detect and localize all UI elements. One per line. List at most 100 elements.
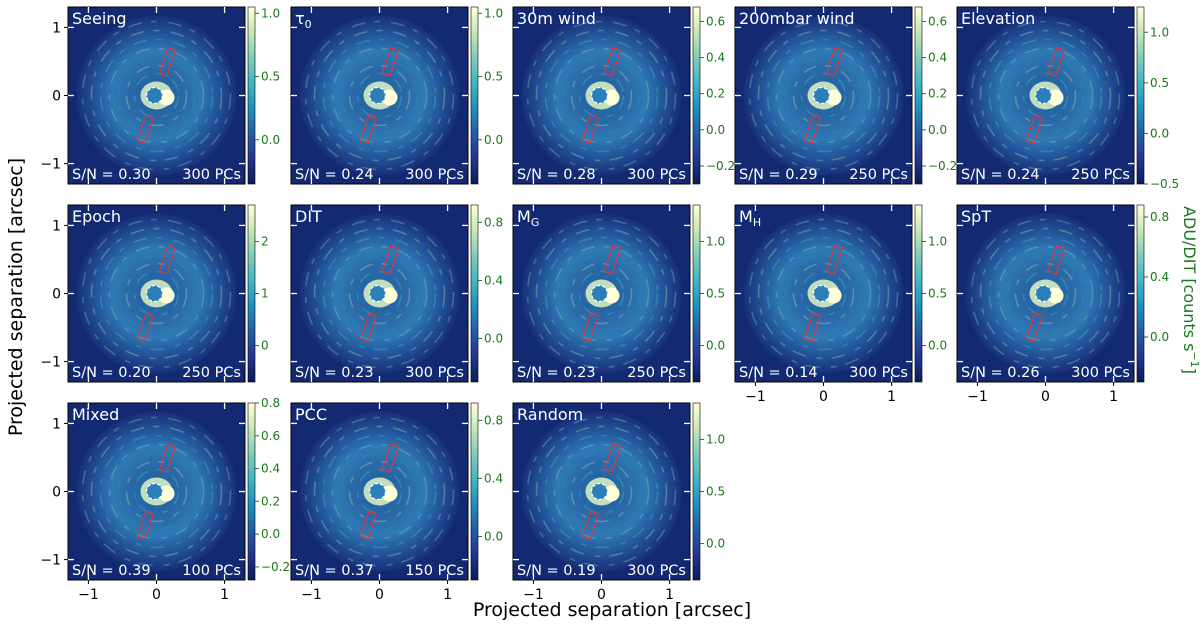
- reduced-image: [68, 7, 245, 184]
- aperture-south: [1025, 114, 1044, 144]
- pcs-label: 300 PCs: [1071, 365, 1130, 381]
- panel-title-sub: 0: [305, 18, 312, 31]
- aperture-pair: [1025, 47, 1066, 144]
- colorbar-tick-label: 0.8: [261, 396, 280, 410]
- panel-title-main: Seeing: [72, 9, 127, 28]
- snr-label: S/N = 0.19: [517, 563, 596, 579]
- colorbar: 1.0 0.5 0.0: [470, 6, 503, 185]
- pcs-label: 300 PCs: [627, 563, 686, 579]
- colorbar-tick-label: 0.0: [261, 133, 280, 147]
- panel-title-main: Random: [517, 405, 583, 424]
- snr-label: S/N = 0.30: [72, 167, 151, 183]
- panel-title: Elevation: [961, 9, 1035, 28]
- colorbar-tick-label: 1.0: [928, 234, 947, 248]
- aperture-pair: [581, 47, 622, 144]
- aperture-pair: [803, 245, 844, 342]
- colorbar: 2 1 0: [247, 204, 269, 383]
- panel-title-main: DIT: [295, 207, 322, 226]
- colorbar-tick-label: 2: [261, 234, 269, 248]
- colorbar-tick-label: −0.2: [928, 159, 957, 173]
- colorbar-tick-label: 0.8: [484, 215, 503, 229]
- colorbar-tick-label: 0.8: [484, 413, 503, 427]
- colorbar: 1.0 0.5 0.0: [692, 204, 725, 383]
- snr-label: S/N = 0.29: [739, 167, 818, 183]
- reduced-image: [957, 7, 1134, 184]
- reduced-image: [68, 205, 245, 382]
- pcs-label: 250 PCs: [849, 167, 908, 183]
- panel-11: PCC S/N = 0.37 150 PCs 0.8 0.4 0.0 −1 0 1: [290, 402, 503, 603]
- colorbar-label-sup: −1: [1188, 351, 1201, 367]
- colorbar-tick-label: 0.5: [261, 70, 280, 84]
- snr-label: S/N = 0.23: [517, 365, 596, 381]
- colorbar-tick-label: 0.6: [928, 14, 947, 28]
- aperture-north: [1047, 47, 1066, 77]
- panel-title: τ0: [295, 9, 312, 31]
- aperture-south: [359, 114, 378, 144]
- aperture-north: [158, 443, 177, 473]
- x-tick-label: 1: [443, 587, 452, 603]
- aperture-north: [381, 245, 400, 275]
- colorbar-tick-label: −0.5: [1150, 177, 1179, 191]
- panel-4: Elevation S/N = 0.24 250 PCs 1.0 0.5 0.0 −0.5: [956, 6, 1179, 191]
- colorbar-tick-label: 0.0: [484, 133, 503, 147]
- aperture-south: [803, 312, 822, 342]
- aperture-south: [136, 312, 155, 342]
- snr-label: S/N = 0.23: [295, 365, 374, 381]
- panel-title-main: Epoch: [72, 207, 121, 226]
- colorbar: 1.0 0.5 0.0: [692, 402, 725, 581]
- aperture-north: [158, 47, 177, 77]
- colorbar-tick-label: 0.0: [1150, 126, 1169, 140]
- colorbar-tick-label: 0.0: [484, 331, 503, 345]
- colorbar-tick-label: 0.5: [706, 287, 725, 301]
- aperture-south: [136, 114, 155, 144]
- snr-label: S/N = 0.37: [295, 563, 374, 579]
- snr-label: S/N = 0.14: [739, 365, 818, 381]
- aperture-north: [603, 245, 622, 275]
- colorbar: 1.0 0.5 0.0: [247, 6, 280, 185]
- aperture-pair: [136, 443, 177, 540]
- panel-title: Epoch: [72, 207, 121, 226]
- reduced-image: [291, 205, 468, 382]
- snr-label: S/N = 0.20: [72, 365, 151, 381]
- colorbar-tick-label: 1.0: [261, 6, 280, 20]
- colorbar-tick-label: 0.0: [261, 527, 280, 541]
- snr-label: S/N = 0.26: [961, 365, 1040, 381]
- y-tick-label: −1: [40, 157, 61, 173]
- colorbar: 0.8 0.4 0.0: [470, 204, 503, 383]
- colorbar-tick-label: 0.0: [928, 123, 947, 137]
- panel-title: Mixed: [72, 405, 119, 424]
- x-tick-label: 0: [1041, 389, 1050, 405]
- aperture-south: [359, 312, 378, 342]
- snr-label: S/N = 0.28: [517, 167, 596, 183]
- panel-12: Random S/N = 0.19 300 PCs 1.0 0.5 0.0 −1 0 1: [512, 402, 725, 603]
- aperture-south: [581, 312, 600, 342]
- panel-8: MH S/N = 0.14 300 PCs 1.0 0.5 0.0 −1 0 1: [734, 204, 947, 405]
- colorbar: 0.6 0.4 0.2 0.0 −0.2: [692, 6, 735, 185]
- reduced-image: [291, 403, 468, 580]
- x-tick-label: 0: [152, 587, 161, 603]
- colorbar-tick-label: 0.2: [706, 87, 725, 101]
- reduced-image: [957, 205, 1134, 382]
- aperture-north: [825, 47, 844, 77]
- aperture-pair: [1025, 245, 1066, 342]
- pcs-label: 300 PCs: [405, 167, 464, 183]
- panel-2: 30m wind S/N = 0.28 300 PCs 0.6 0.4 0.2 0.0 −0.…: [512, 6, 735, 185]
- pcs-label: 250 PCs: [627, 365, 686, 381]
- panel-title: Seeing: [72, 9, 127, 28]
- panel-5: Epoch S/N = 0.20 250 PCs 2 1 0 1 0 −1: [40, 204, 269, 383]
- panel-title-main: Elevation: [961, 9, 1035, 28]
- colorbar-tick-label: 0.6: [706, 14, 725, 28]
- colorbar-tick-label: 1.0: [1150, 25, 1169, 39]
- reduced-image: [513, 205, 690, 382]
- pcs-label: 100 PCs: [182, 563, 241, 579]
- panel-6: DIT S/N = 0.23 300 PCs 0.8 0.4 0.0: [290, 204, 503, 383]
- x-tick-label: −1: [523, 587, 544, 603]
- panel-title-main: SpT: [961, 207, 991, 226]
- reduced-image: [513, 403, 690, 580]
- aperture-north: [603, 443, 622, 473]
- panel-9: SpT S/N = 0.26 300 PCs 0.8 0.4 0.0 −1 0 1: [956, 204, 1169, 405]
- colorbar-tick-label: 0.4: [261, 462, 280, 476]
- panel-7: MG S/N = 0.23 250 PCs 1.0 0.5 0.0: [512, 204, 725, 383]
- panel-10: Mixed S/N = 0.39 100 PCs 0.8 0.6 0.4 0.2 0.0 −0.…: [40, 396, 290, 603]
- reduced-image: [291, 7, 468, 184]
